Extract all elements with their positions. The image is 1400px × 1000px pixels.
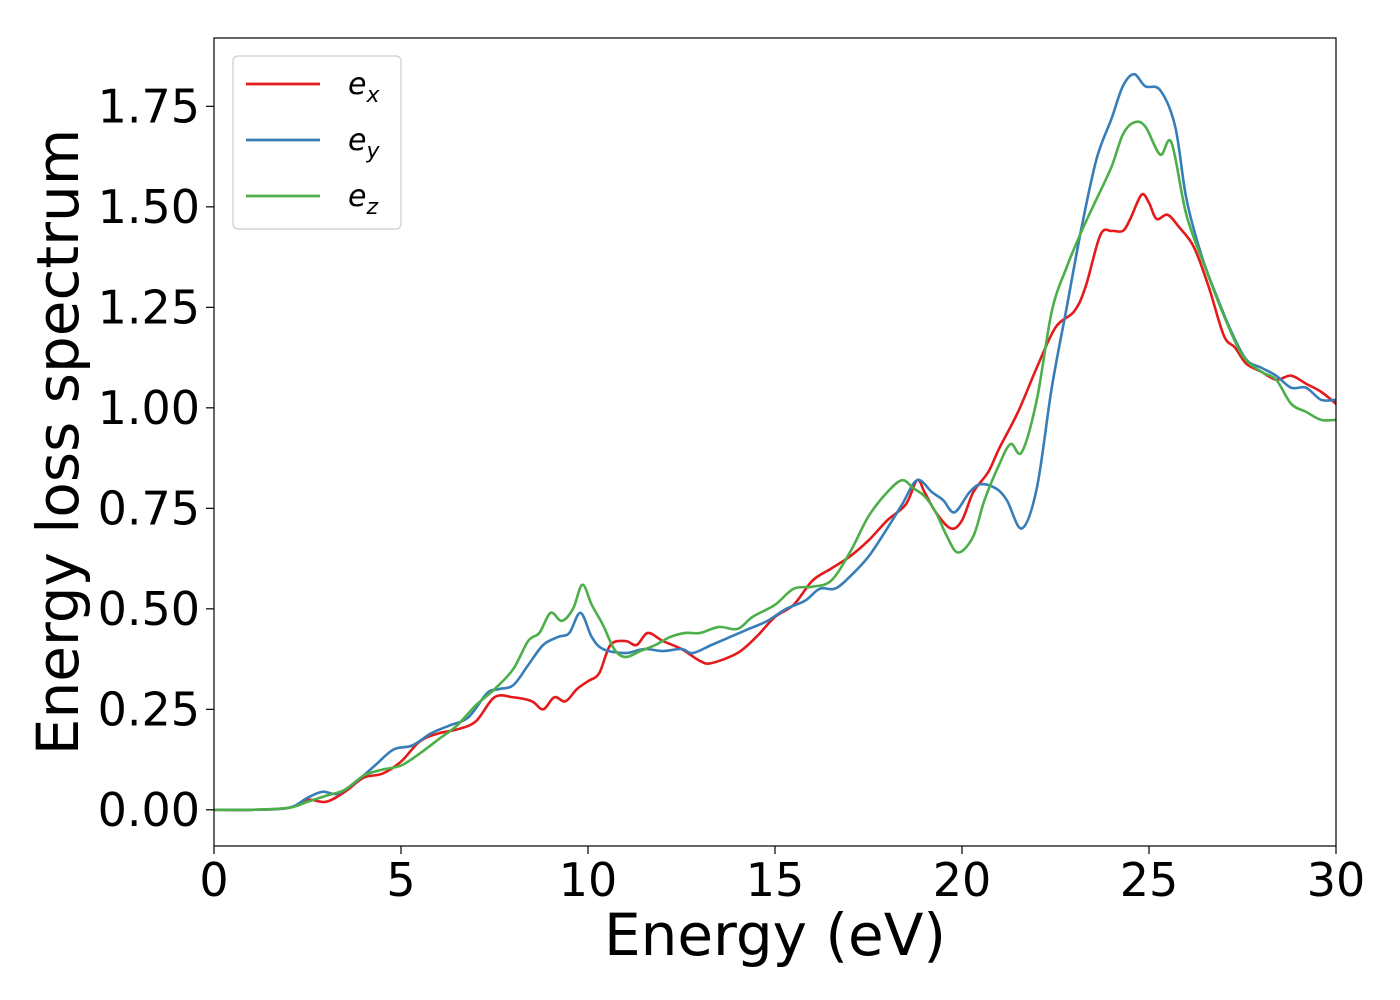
x-axis: 0 5 10 15 20 25 30 [199,846,1365,907]
legend-item-y: ey [246,123,380,164]
y-tick-label: 0.25 [98,682,200,736]
x-tick-label: 0 [199,853,228,907]
legend-item-z: ez [246,179,378,220]
y-tick-label: 1.00 [98,381,200,435]
legend-item-x: ex [246,67,380,108]
x-tick-label: 5 [386,853,415,907]
legend-label: ez [348,179,378,220]
series-line-y [214,72,1336,812]
x-tick-label: 20 [933,853,992,907]
series-layer [214,72,1336,812]
legend-label: ey [348,123,380,164]
x-axis-title: Energy (eV) [604,901,946,969]
series-line-x [214,192,1336,812]
x-tick-label: 30 [1307,853,1366,907]
x-tick-label: 15 [746,853,805,907]
y-tick-label: 0.75 [98,481,200,535]
y-axis-title: Energy loss spectrum [24,129,92,755]
legend-label: ex [348,67,380,108]
x-tick-label: 10 [559,853,618,907]
y-tick-label: 1.50 [98,180,200,234]
y-tick-label: 1.75 [98,79,200,133]
y-tick-label: 0.50 [98,582,200,636]
x-tick-label: 25 [1120,853,1179,907]
legend-box [232,55,402,230]
series-line-z [214,120,1336,812]
y-axis: 0.00 0.25 0.50 0.75 1.00 1.25 1.50 1.75 [98,79,214,837]
legend: ex ey ez [232,55,402,230]
y-tick-label: 1.25 [98,280,200,334]
y-tick-label: 0.00 [98,783,200,837]
